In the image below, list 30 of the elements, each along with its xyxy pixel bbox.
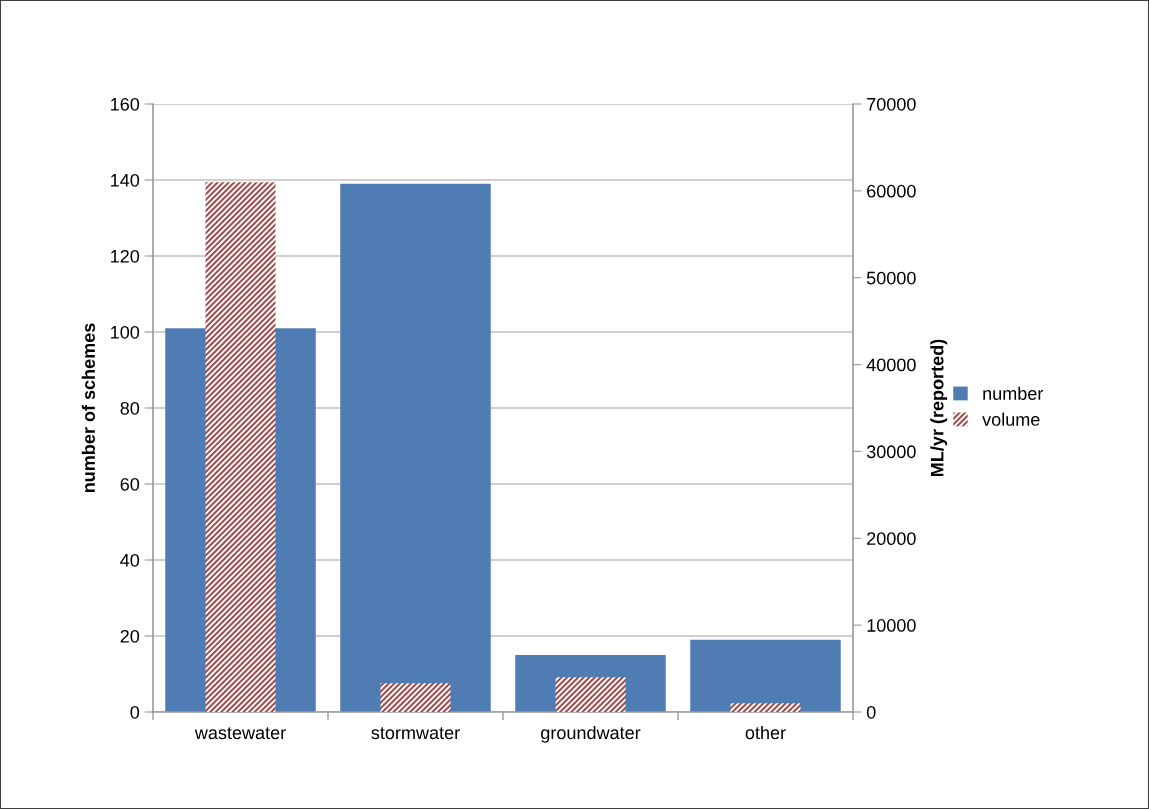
y2-tick-label: 60000 [867,184,916,198]
x-tick-label: groundwater [541,725,641,743]
y-axis-title: number of schemes [81,323,95,493]
y2-axis-title: ML/yr (reported) [930,339,948,476]
y-tick-label: 0 [130,705,140,719]
y2-tick-label: 50000 [866,271,916,285]
y2-tick-label: 20000 [867,532,916,546]
y2-tick-label: 40000 [866,358,916,372]
y2-tick-label: 70000 [867,97,916,111]
bar [340,183,491,712]
x-tick-label: wastewater [194,727,286,740]
y2-tick-label: 10000 [867,619,916,632]
y-tick-label: 20 [120,629,140,643]
y-tick-label: 140 [111,173,140,187]
bar [730,703,801,712]
bar [380,683,451,712]
legend-label: number [983,386,1044,400]
y2-tick-label: 0 [866,705,876,719]
y-tick-label: 80 [120,401,140,415]
y-tick-label: 120 [111,249,140,263]
y-tick-label: 100 [111,325,140,339]
x-tick-label: other [745,725,786,740]
y-tick-label: 160 [111,97,140,111]
y2-tick-label: 30000 [866,445,916,459]
bar [555,677,626,712]
bar [690,639,841,712]
y-tick-label: 40 [120,553,140,567]
legend-label: volume [982,412,1040,426]
x-tick-label: stormwater [371,727,460,740]
y-tick-label: 60 [120,477,140,491]
